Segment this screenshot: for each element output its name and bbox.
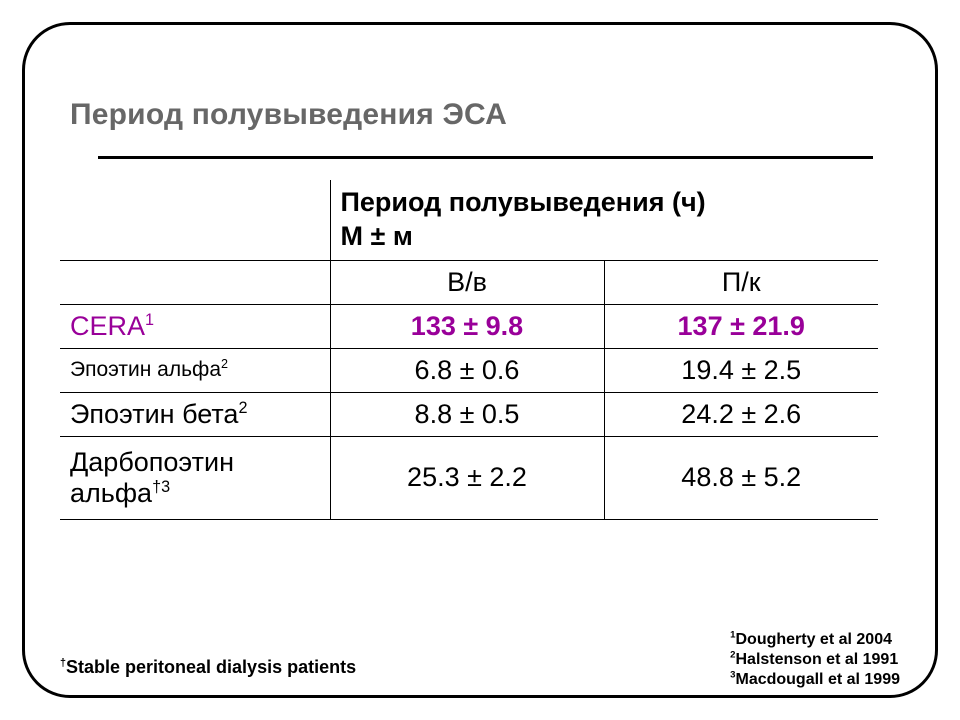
row-name: Эпоэтин альфа2 — [60, 348, 330, 392]
row-name-text: CERA — [70, 311, 145, 341]
slide-title: Период полувыведения ЭСА — [70, 98, 890, 148]
footnote-ref-text: Dougherty et al 2004 — [735, 631, 892, 648]
table-subheader-col2: П/к — [604, 260, 878, 304]
header-line-1: Период полувыведения (ч) — [341, 187, 706, 217]
row-value-iv: 6.8 ± 0.6 — [330, 348, 604, 392]
table-row: Эпоэтин бета28.8 ± 0.524.2 ± 2.6 — [60, 392, 878, 436]
row-value-sc: 19.4 ± 2.5 — [604, 348, 878, 392]
footnote-ref: 1Dougherty et al 2004 — [730, 630, 900, 650]
row-name: Эпоэтин бета2 — [60, 392, 330, 436]
table-subheader-empty — [60, 260, 330, 304]
table-header-sub-row: В/в П/к — [60, 260, 878, 304]
footnote-ref: 2Halstenson et al 1991 — [730, 650, 900, 670]
row-name-text: Эпоэтин бета — [70, 399, 238, 429]
table-subheader-col1: В/в — [330, 260, 604, 304]
table-row: Дарбопоэтин альфа†325.3 ± 2.248.8 ± 5.2 — [60, 436, 878, 519]
row-value-iv: 133 ± 9.8 — [330, 304, 604, 348]
table-header-main: Период полувыведения (ч) M ± м — [330, 180, 878, 260]
footnote-ref-text: Macdougall et al 1999 — [735, 671, 900, 688]
row-value-iv: 25.3 ± 2.2 — [330, 436, 604, 519]
table-body: CERA1133 ± 9.8137 ± 21.9Эпоэтин альфа26.… — [60, 304, 878, 519]
title-underline — [98, 156, 873, 159]
slide: Период полувыведения ЭСА Период полувыве… — [0, 0, 960, 720]
table-header-empty — [60, 180, 330, 260]
row-name-sup: 2 — [238, 399, 247, 417]
row-name-sup: 2 — [221, 357, 228, 371]
footnote-left-text: Stable peritoneal dialysis patients — [66, 657, 356, 677]
footnote-ref: 3Macdougall et al 1999 — [730, 670, 900, 690]
row-name-sup: †3 — [152, 478, 170, 496]
footnote-ref-text: Halstenson et al 1991 — [735, 651, 898, 668]
table-header-main-row: Период полувыведения (ч) M ± м — [60, 180, 878, 260]
row-name-sup: 1 — [145, 311, 154, 329]
header-line-2: M ± м — [341, 221, 413, 251]
table-row: Эпоэтин альфа26.8 ± 0.619.4 ± 2.5 — [60, 348, 878, 392]
row-value-iv: 8.8 ± 0.5 — [330, 392, 604, 436]
row-name: Дарбопоэтин альфа†3 — [60, 436, 330, 519]
row-value-sc: 137 ± 21.9 — [604, 304, 878, 348]
footnote-left: †Stable peritoneal dialysis patients — [60, 657, 356, 678]
title-wrap: Период полувыведения ЭСА — [70, 98, 890, 148]
row-name: CERA1 — [60, 304, 330, 348]
table-row: CERA1133 ± 9.8137 ± 21.9 — [60, 304, 878, 348]
row-name-text: Эпоэтин альфа — [70, 358, 221, 381]
footnote-right: 1Dougherty et al 20042Halstenson et al 1… — [730, 630, 900, 690]
halflife-table: Период полувыведения (ч) M ± м В/в П/к C… — [60, 180, 878, 520]
row-value-sc: 48.8 ± 5.2 — [604, 436, 878, 519]
row-value-sc: 24.2 ± 2.6 — [604, 392, 878, 436]
